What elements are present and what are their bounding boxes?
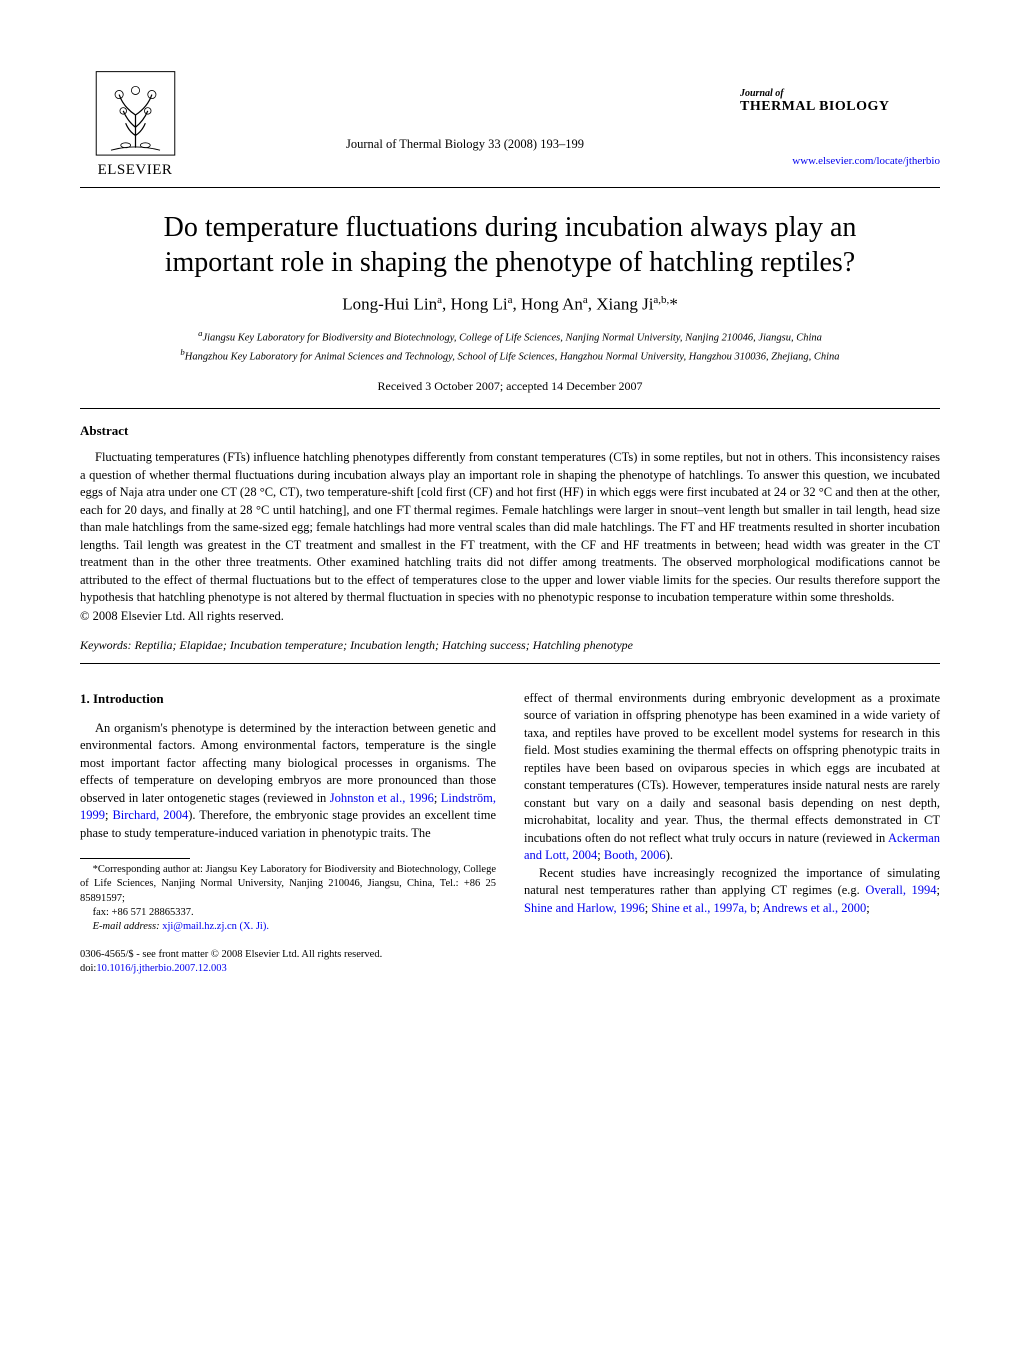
affiliation-b: bHangzhou Key Laboratory for Animal Scie… (80, 346, 940, 365)
section-1-heading: 1. Introduction (80, 690, 496, 708)
top-rule (80, 187, 940, 188)
journal-url-link[interactable]: www.elsevier.com/locate/jtherbio (740, 155, 940, 167)
ref-shine-harlow-1996[interactable]: Shine and Harlow, 1996 (524, 901, 645, 915)
footnote-rule (80, 858, 190, 859)
journal-name: THERMAL BIOLOGY (740, 99, 940, 115)
keywords-label: Keywords: (80, 638, 132, 652)
elsevier-tree-icon (93, 70, 178, 160)
publisher-logo-block: ELSEVIER (80, 70, 190, 179)
ref-andrews-2000[interactable]: Andrews et al., 2000 (762, 901, 866, 915)
body-columns: 1. Introduction An organism's phenotype … (80, 690, 940, 977)
journal-citation: Journal of Thermal Biology 33 (2008) 193… (346, 137, 584, 151)
ref-birchard-2004[interactable]: Birchard, 2004 (112, 808, 188, 822)
authors-line: Long-Hui Lina, Hong Lia, Hong Ana, Xiang… (80, 294, 940, 315)
ref-booth-2006[interactable]: Booth, 2006 (604, 848, 666, 862)
front-matter-line: 0306-4565/$ - see front matter © 2008 El… (80, 948, 496, 962)
fax-footnote: fax: +86 571 28865337. (80, 906, 496, 920)
abstract-bottom-rule (80, 663, 940, 664)
article-title: Do temperature fluctuations during incub… (80, 210, 940, 280)
keywords-text: Reptilia; Elapidae; Incubation temperatu… (132, 638, 633, 652)
ref-shine-1997ab[interactable]: Shine et al., 1997a, b (651, 901, 756, 915)
left-column: 1. Introduction An organism's phenotype … (80, 690, 496, 977)
intro-paragraph-right-2: Recent studies have increasingly recogni… (524, 865, 940, 918)
ref-overall-1994[interactable]: Overall, 1994 (865, 883, 936, 897)
right-column: effect of thermal environments during em… (524, 690, 940, 977)
abstract-top-rule (80, 408, 940, 409)
email-label: E-mail address: (93, 921, 163, 932)
doi-block: 0306-4565/$ - see front matter © 2008 El… (80, 948, 496, 976)
keywords-line: Keywords: Reptilia; Elapidae; Incubation… (80, 638, 940, 653)
intro-paragraph-left: An organism's phenotype is determined by… (80, 720, 496, 843)
page-header: ELSEVIER Journal of Thermal Biology 33 (… (80, 70, 940, 179)
abstract-heading: Abstract (80, 423, 940, 439)
doi-line: doi:10.1016/j.jtherbio.2007.12.003 (80, 962, 496, 976)
ref-johnston-1996[interactable]: Johnston et al., 1996 (330, 791, 434, 805)
corresponding-author-footnote: *Corresponding author at: Jiangsu Key La… (80, 863, 496, 906)
copyright-line: © 2008 Elsevier Ltd. All rights reserved… (80, 609, 940, 624)
title-line-1: Do temperature fluctuations during incub… (164, 212, 857, 243)
abstract-text: Fluctuating temperatures (FTs) influence… (80, 449, 940, 607)
journal-of-label: Journal of (740, 88, 940, 99)
affiliation-a: aJiangsu Key Laboratory for Biodiversity… (80, 327, 940, 346)
publisher-name: ELSEVIER (98, 162, 173, 179)
journal-citation-block: Journal of Thermal Biology 33 (2008) 193… (190, 70, 740, 153)
email-link[interactable]: xji@mail.hz.zj.cn (X. Ji). (162, 921, 269, 932)
intro-paragraph-right-1: effect of thermal environments during em… (524, 690, 940, 865)
email-footnote: E-mail address: xji@mail.hz.zj.cn (X. Ji… (80, 920, 496, 934)
journal-brand-block: Journal of THERMAL BIOLOGY www.elsevier.… (740, 70, 940, 167)
doi-link[interactable]: 10.1016/j.jtherbio.2007.12.003 (96, 963, 226, 974)
title-line-2: important role in shaping the phenotype … (165, 247, 855, 278)
received-dates: Received 3 October 2007; accepted 14 Dec… (80, 379, 940, 394)
